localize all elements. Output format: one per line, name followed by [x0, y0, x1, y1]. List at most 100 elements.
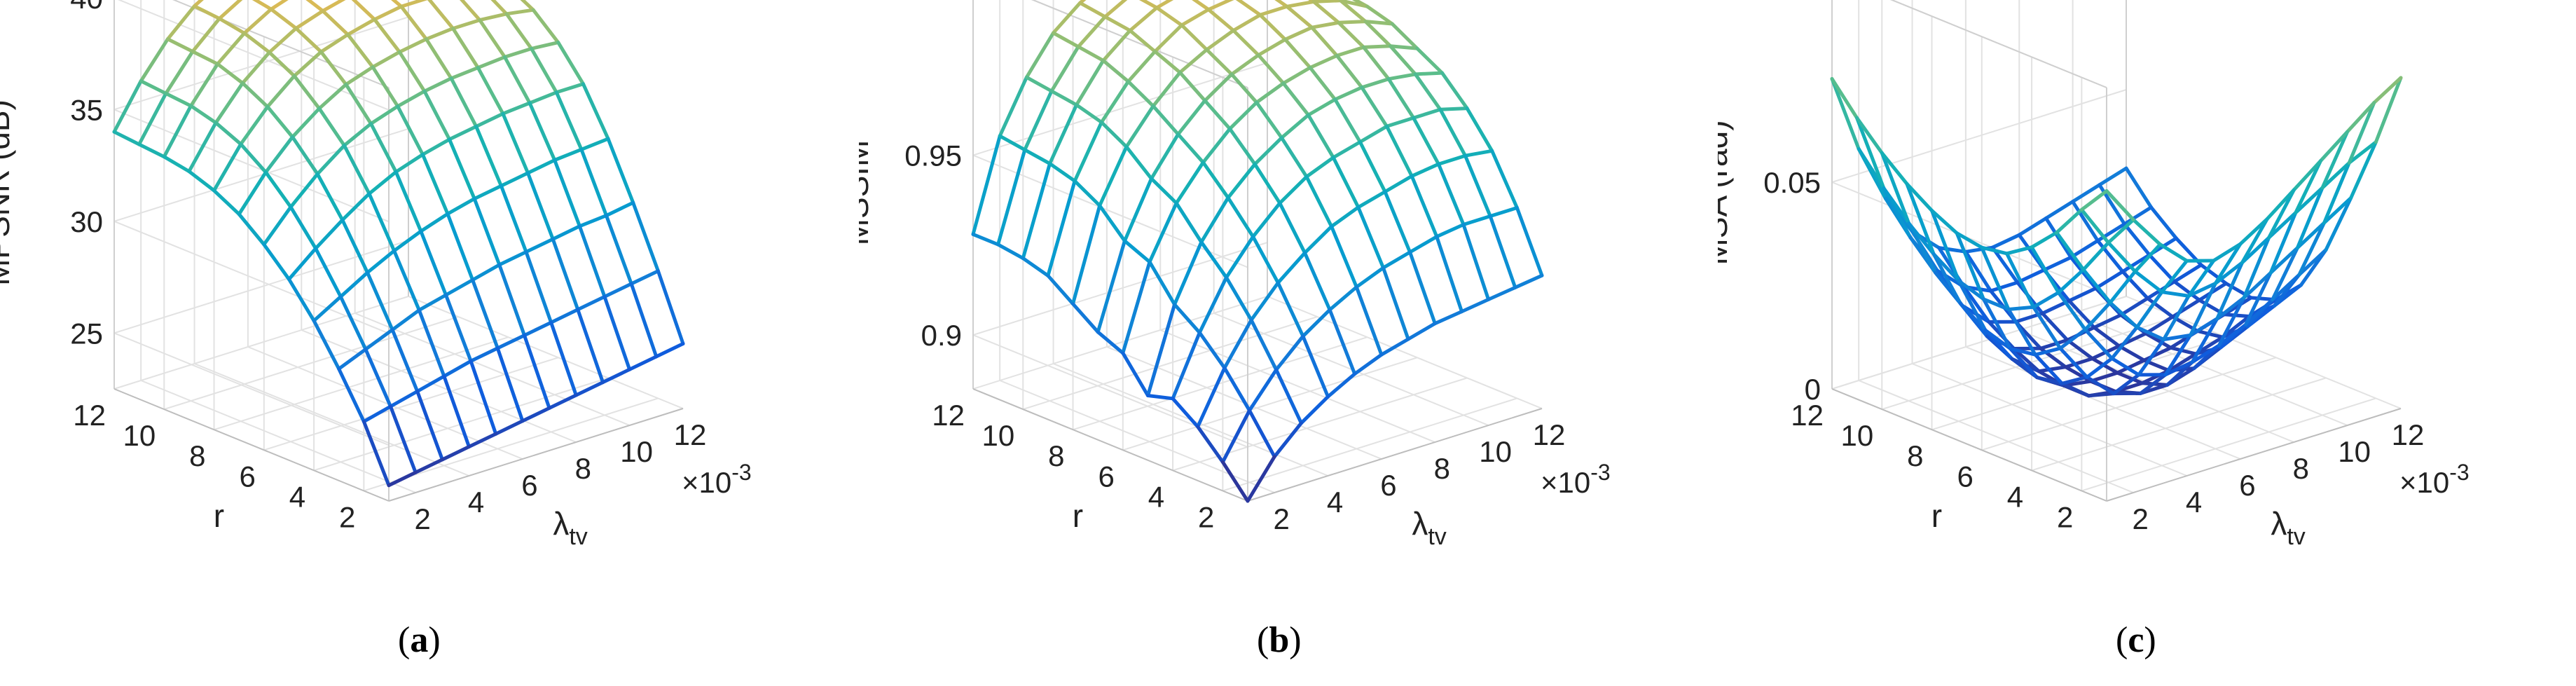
surface-edge [162, 155, 191, 174]
y-tick-label: 8 [1048, 439, 1064, 472]
surface-edge [139, 79, 168, 95]
surface-edge [1326, 372, 1357, 399]
surface-edge [1249, 318, 1279, 372]
surface-edge [2115, 358, 2146, 375]
surface-edge [2098, 166, 2128, 187]
surface-edge [346, 32, 375, 69]
surface-edge [394, 153, 425, 174]
surface-edge [2295, 221, 2326, 250]
surface-edge [2163, 333, 2193, 377]
surface-edge [417, 293, 448, 313]
x-axis-multiplier-exponent: -3 [2449, 460, 2469, 485]
surface-edge [501, 101, 532, 116]
surface-edge [1122, 177, 1153, 243]
surface-edge [2144, 331, 2173, 350]
surface-edge [1279, 113, 1310, 140]
surface-edge [2110, 325, 2139, 360]
surface-edge [1331, 156, 1361, 210]
surface-edge [1980, 245, 2009, 256]
surface-edge [1283, 25, 1314, 41]
surface-edge [321, 9, 350, 36]
surface-edge [474, 111, 505, 128]
floor-grid-line [972, 296, 1268, 390]
surface-edge [1335, 53, 1364, 90]
surface-edge [193, 0, 204, 8]
surface-edge [317, 83, 348, 111]
surface-edge [2123, 205, 2154, 226]
floor-grid-line [1122, 357, 1418, 451]
surface-edge [2095, 222, 2126, 242]
surface-edge [2212, 242, 2243, 263]
surface-edge [262, 242, 291, 281]
surface-edge [1276, 251, 1307, 285]
surface-edge [2055, 207, 2083, 235]
surface-edge [1151, 70, 1182, 108]
surface-edge [1258, 4, 1289, 17]
surface-edge [1246, 455, 1276, 503]
surface-edge [1436, 162, 1466, 226]
surface-edge [1363, 20, 1394, 26]
surface-edge [417, 308, 446, 378]
x-axis-multiplier-base: ×10 [1541, 466, 1590, 499]
surface-edge [526, 171, 555, 241]
z-axis-label: MPSNR (dB) [0, 100, 16, 286]
surface-edge [521, 406, 551, 423]
surface-edge [2060, 375, 2089, 385]
surface-edge [1124, 145, 1153, 181]
surface-edge [1337, 20, 1368, 25]
surface-edge [2087, 392, 2116, 398]
surface-edge [2324, 196, 2353, 252]
surface-edge [1440, 71, 1469, 111]
surface-edge [2124, 166, 2154, 210]
y-tick-label: 4 [1148, 480, 1164, 513]
surface-edge [162, 104, 193, 159]
surface-edge [2147, 253, 2177, 284]
surface-edge [628, 355, 659, 371]
surface-edge [187, 170, 216, 193]
wall-grid-line [113, 220, 390, 334]
surface-edge [1046, 179, 1077, 277]
y-axis-label: r [1931, 498, 1942, 534]
surface-edge [2069, 239, 2100, 259]
floor-grid-line [2018, 329, 2294, 443]
surface-edge [2189, 317, 2219, 337]
surface-edge [2039, 338, 2069, 350]
surface-edge [2292, 159, 2322, 192]
surface-edge [1383, 174, 1414, 194]
surface-edge [366, 270, 394, 332]
surface-edge [1153, 50, 1182, 74]
surface-edge [415, 390, 444, 462]
surface-edge [1931, 252, 1961, 283]
surface-edge [478, 12, 509, 22]
surface-edge [1301, 308, 1332, 338]
surface-edge [501, 111, 530, 175]
surface-edge [2071, 200, 2100, 242]
surface-edge [315, 172, 345, 222]
surface-edge [292, 74, 322, 111]
surface-edge [581, 82, 610, 141]
surface-edge [314, 247, 343, 299]
surface-edge [1021, 256, 1050, 277]
wall-grid-line [972, 334, 1248, 448]
surface-edge [1052, 1, 1082, 35]
z-tick-label: 0.95 [904, 139, 962, 172]
x-axis-label-subscript: tv [1428, 523, 1446, 550]
surface-edge [2222, 313, 2252, 318]
floor-grid-line [1222, 397, 1517, 492]
surface-edge [137, 91, 168, 146]
surface-edge [1253, 136, 1283, 166]
surface-edge [1199, 240, 1228, 280]
surface-edge [1176, 132, 1205, 165]
axis-line [1247, 408, 1543, 502]
surface-edge [1228, 100, 1259, 131]
surface-edge [2040, 311, 2069, 342]
surface-edge [1385, 116, 1416, 128]
surface-edge [2119, 296, 2149, 317]
surface-edge [1127, 79, 1155, 108]
surface-edge [1206, 8, 1236, 32]
surface-edge [2160, 290, 2191, 298]
surface-edge [1880, 151, 1909, 186]
surface-edge [1333, 85, 1364, 102]
surface-edge [2107, 218, 2135, 245]
